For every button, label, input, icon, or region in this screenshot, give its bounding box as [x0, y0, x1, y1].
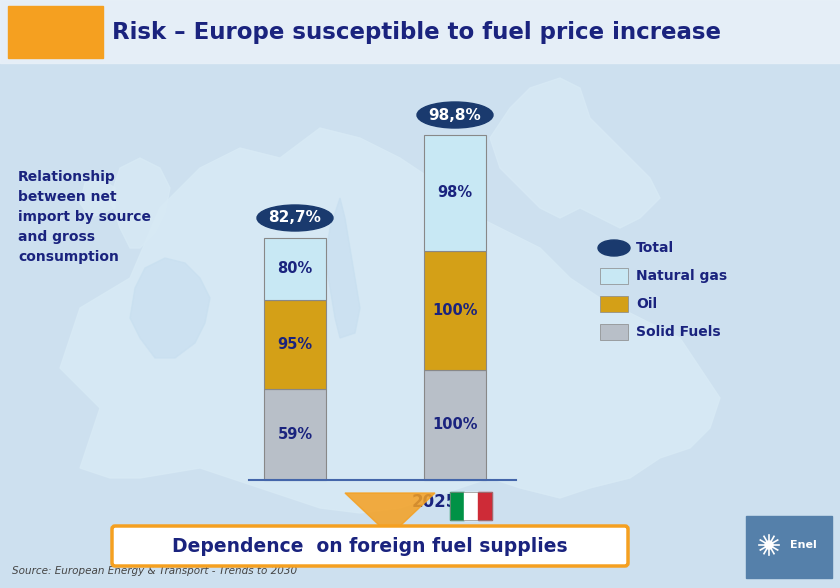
Text: 100%: 100%: [433, 417, 478, 432]
Text: Risk – Europe susceptible to fuel price increase: Risk – Europe susceptible to fuel price …: [112, 21, 721, 44]
Bar: [424, 135, 486, 250]
Ellipse shape: [765, 541, 773, 549]
Text: 98%: 98%: [438, 185, 473, 201]
Ellipse shape: [598, 240, 630, 256]
Ellipse shape: [257, 205, 333, 231]
Text: 59%: 59%: [277, 427, 312, 442]
Polygon shape: [110, 158, 170, 248]
Bar: [0, 0, 840, 63]
Bar: [600, 268, 628, 284]
Text: Relationship: Relationship: [18, 170, 116, 184]
Bar: [264, 300, 326, 389]
Bar: [450, 492, 492, 520]
Bar: [600, 296, 628, 312]
FancyBboxPatch shape: [112, 526, 628, 566]
Polygon shape: [345, 493, 435, 526]
Text: Natural gas: Natural gas: [636, 269, 727, 283]
Text: between net: between net: [18, 190, 117, 204]
Text: 82,7%: 82,7%: [269, 211, 322, 226]
Text: and gross: and gross: [18, 230, 95, 244]
Bar: [478, 492, 492, 520]
Text: 2025: 2025: [412, 493, 458, 511]
Bar: [8, 6, 103, 58]
Bar: [264, 238, 326, 300]
Text: 95%: 95%: [277, 337, 312, 352]
Text: Dependence  on foreign fuel supplies: Dependence on foreign fuel supplies: [172, 536, 568, 556]
Bar: [464, 492, 478, 520]
Text: Solid Fuels: Solid Fuels: [636, 325, 721, 339]
Text: Enel: Enel: [790, 540, 816, 550]
Ellipse shape: [417, 102, 493, 128]
Polygon shape: [80, 178, 115, 218]
Text: 80%: 80%: [277, 261, 312, 276]
Bar: [746, 516, 832, 578]
Bar: [424, 370, 486, 480]
Text: consumption: consumption: [18, 250, 119, 264]
Bar: [424, 250, 486, 370]
Bar: [600, 324, 628, 340]
Text: Oil: Oil: [636, 297, 657, 311]
Text: Source: European Energy & Transport - Trends to 2030: Source: European Energy & Transport - Tr…: [12, 566, 297, 576]
Polygon shape: [60, 128, 720, 513]
Polygon shape: [490, 78, 660, 228]
Bar: [450, 492, 464, 520]
Polygon shape: [130, 258, 210, 358]
Text: 100%: 100%: [433, 303, 478, 318]
Polygon shape: [325, 198, 360, 338]
Bar: [264, 389, 326, 480]
Text: 98,8%: 98,8%: [428, 108, 481, 122]
Text: Total: Total: [636, 241, 675, 255]
Text: import by source: import by source: [18, 210, 151, 224]
